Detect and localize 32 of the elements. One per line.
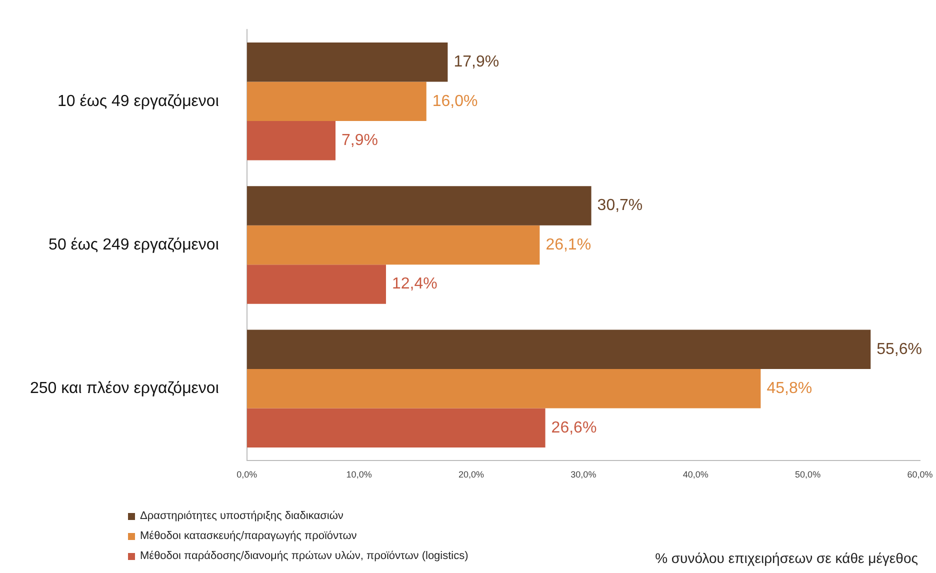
x-tick-label: 60,0% <box>907 469 933 480</box>
bar <box>246 264 386 304</box>
bar <box>246 186 592 226</box>
bar <box>246 121 336 160</box>
x-tick-label: 40,0% <box>682 469 708 480</box>
data-label: 12,4% <box>392 276 438 293</box>
x-tick-label: 0,0% <box>236 469 258 480</box>
data-label: 7,9% <box>342 132 378 150</box>
bar <box>246 42 448 82</box>
y-tick-label: 50 έως 249 εργαζόμενοι <box>48 236 220 254</box>
data-label: 45,8% <box>766 380 812 398</box>
x-tick-label: 30,0% <box>570 469 596 480</box>
x-tick-label: 10,0% <box>346 469 372 480</box>
legend-label: Δραστηριότητες υποστήριξης διαδικασιών <box>139 509 344 524</box>
bar <box>246 408 546 448</box>
data-label: 17,9% <box>454 54 500 71</box>
y-tick-label: 250 και πλέον εργαζόμενοι <box>30 380 220 398</box>
bar <box>246 330 871 369</box>
y-tick-label: 10 έως 49 εργαζόμενοι <box>57 92 220 110</box>
data-label: 26,1% <box>546 236 592 254</box>
legend-label: Μέθοδοι κατασκευής/παραγωγής προϊόντων <box>139 529 358 544</box>
data-label: 55,6% <box>876 340 922 358</box>
data-label: 30,7% <box>597 197 643 214</box>
data-label: 16,0% <box>432 92 478 110</box>
bar <box>246 368 761 408</box>
text: % συνόλου επιχειρήσεων σε κάθε μέγεθος <box>655 550 918 566</box>
legend-label: Μέθοδοι παράδοσης/διανομής πρώτων υλών, προϊόντων (logistics) <box>139 549 468 564</box>
bar <box>246 225 540 265</box>
x-tick-label: 50,0% <box>795 469 821 480</box>
data-label: 26,6% <box>551 419 597 436</box>
x-tick-label: 20,0% <box>458 469 484 480</box>
bar <box>246 82 426 122</box>
